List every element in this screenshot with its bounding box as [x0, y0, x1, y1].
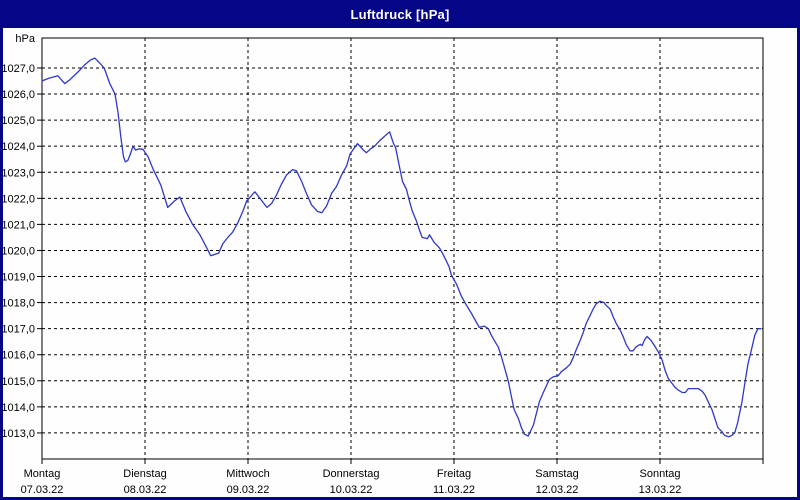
day-name-label: Dienstag: [123, 468, 166, 480]
day-name-label: Freitag: [437, 468, 471, 480]
y-tick-label: 1024,0: [1, 141, 35, 153]
day-name-label: Montag: [24, 468, 61, 480]
y-tick-label: 1015,0: [1, 376, 35, 388]
y-tick-label: 1014,0: [1, 402, 35, 414]
plot-border: [41, 37, 764, 460]
y-tick-label: 1019,0: [1, 272, 35, 284]
day-date-label: 11.03.22: [433, 484, 475, 496]
y-tick-label: 1017,0: [1, 324, 35, 336]
day-date-label: 10.03.22: [330, 484, 373, 496]
day-name-label: Mittwoch: [226, 468, 269, 480]
y-tick-label: 1027,0: [1, 63, 35, 75]
day-name-label: Sonntag: [640, 468, 681, 480]
y-tick-label: 1026,0: [1, 89, 35, 101]
y-axis-unit-label: hPa: [15, 33, 35, 45]
y-tick-label: 1022,0: [1, 193, 35, 205]
day-name-label: Donnerstag: [323, 468, 380, 480]
y-tick-label: 1025,0: [1, 115, 35, 127]
y-tick-label: 1016,0: [1, 350, 35, 362]
y-tick-label: 1020,0: [1, 245, 35, 257]
day-date-label: 13.03.22: [639, 484, 682, 496]
y-tick-label: 1013,0: [1, 428, 35, 440]
pressure-line: [41, 57, 762, 438]
window-title: Luftdruck [hPa]: [350, 6, 450, 22]
day-name-label: Samstag: [535, 468, 578, 480]
y-tick-label: 1023,0: [1, 167, 35, 179]
chart-background: [3, 28, 797, 497]
day-date-label: 09.03.22: [227, 484, 270, 496]
title-bar: Luftdruck [hPa]: [0, 0, 800, 28]
day-date-label: 07.03.22: [21, 484, 64, 496]
day-date-label: 12.03.22: [536, 484, 579, 496]
y-tick-label: 1018,0: [1, 298, 35, 310]
y-tick-label: 1021,0: [1, 219, 35, 231]
day-date-label: 08.03.22: [124, 484, 167, 496]
